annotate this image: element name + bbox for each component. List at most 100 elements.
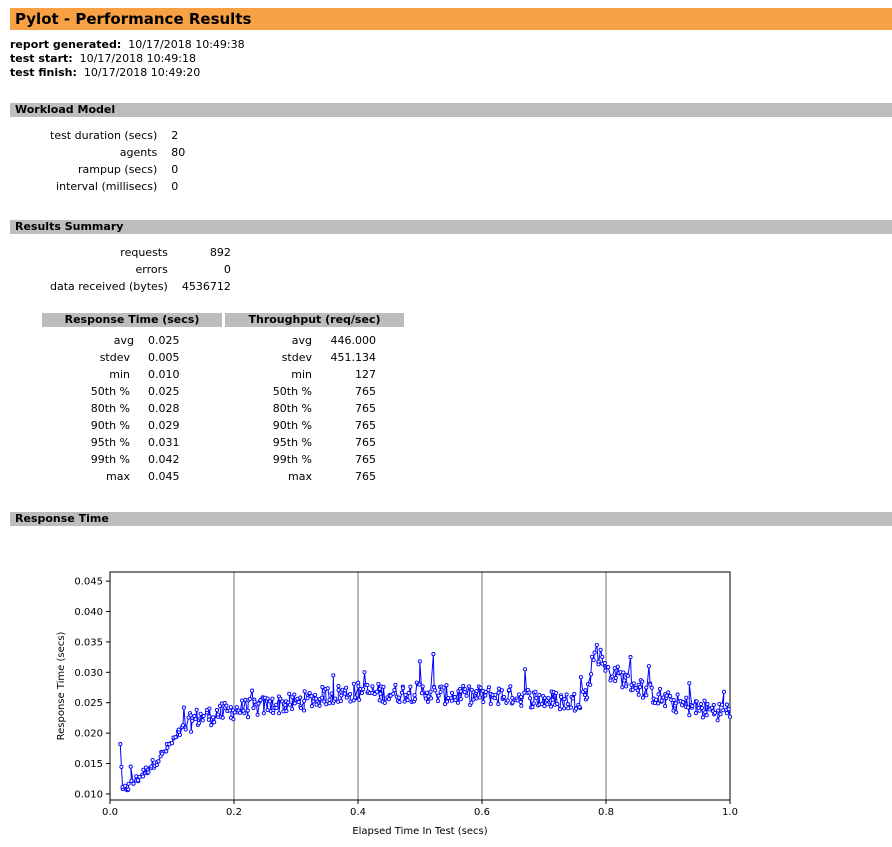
data-point xyxy=(118,742,123,747)
data-point xyxy=(353,695,358,700)
stat-label: min xyxy=(109,368,130,381)
data-point xyxy=(338,698,343,703)
table-row: 80th % 765 xyxy=(262,400,376,417)
data-point xyxy=(189,729,194,734)
data-point xyxy=(596,659,601,664)
data-point xyxy=(712,710,717,715)
stat-label: 50th % xyxy=(272,385,312,398)
data-point xyxy=(322,699,327,704)
table-row: rampup (secs) 0 xyxy=(50,161,185,178)
data-point xyxy=(693,711,698,716)
data-point xyxy=(131,781,136,786)
data-point xyxy=(469,700,474,705)
data-point xyxy=(657,686,663,691)
test-start: test start: 10/17/2018 10:49:18 xyxy=(10,52,196,65)
data-point xyxy=(324,702,329,707)
data-point xyxy=(449,698,454,703)
data-point xyxy=(638,685,643,690)
plot-frame xyxy=(109,571,731,801)
data-point xyxy=(496,690,501,695)
data-point xyxy=(602,661,607,666)
data-point xyxy=(333,696,338,701)
data-point xyxy=(331,673,336,678)
data-point xyxy=(507,688,512,693)
data-point xyxy=(684,695,689,700)
data-point xyxy=(464,693,469,698)
data-point xyxy=(628,655,633,660)
data-point xyxy=(671,697,676,703)
stat-value: 0.029 xyxy=(148,419,180,432)
data-point xyxy=(280,699,285,704)
data-point xyxy=(584,695,590,700)
data-point xyxy=(156,759,161,764)
data-point xyxy=(483,693,488,698)
data-point xyxy=(474,696,479,701)
workload-value: 80 xyxy=(171,146,186,159)
data-point xyxy=(698,702,704,707)
data-point xyxy=(656,692,661,697)
data-point xyxy=(424,690,430,695)
data-point xyxy=(583,688,588,693)
data-point xyxy=(598,647,603,652)
data-point xyxy=(681,700,686,705)
data-point xyxy=(508,684,513,689)
data-point xyxy=(327,701,332,706)
data-point xyxy=(160,751,165,756)
data-point xyxy=(687,713,692,718)
data-point xyxy=(666,690,671,695)
data-point xyxy=(573,706,579,711)
data-point xyxy=(261,711,266,716)
data-point xyxy=(140,774,145,779)
data-point xyxy=(589,654,595,659)
data-point xyxy=(215,712,221,717)
data-point xyxy=(449,690,455,695)
data-point xyxy=(327,697,332,702)
table-row: max 765 xyxy=(262,468,376,485)
table-row: avg 446.000 xyxy=(262,332,376,349)
data-point xyxy=(135,778,140,783)
data-point xyxy=(705,702,710,707)
data-point xyxy=(344,685,349,690)
data-point xyxy=(392,687,397,693)
data-point xyxy=(270,696,275,701)
data-point xyxy=(467,684,472,689)
summary-value: 892 xyxy=(209,246,231,259)
data-point xyxy=(252,699,257,704)
data-point xyxy=(654,697,659,702)
data-point xyxy=(519,694,524,699)
data-point xyxy=(594,642,599,648)
data-point xyxy=(307,690,312,696)
data-point xyxy=(256,701,261,706)
data-point xyxy=(146,770,151,775)
data-point xyxy=(519,703,524,708)
summary-table: requests 892 errors 0 data received (byt… xyxy=(50,244,231,295)
data-point xyxy=(224,703,229,708)
data-point xyxy=(715,718,720,723)
data-point xyxy=(408,684,413,689)
table-row: stdev 451.134 xyxy=(262,349,376,366)
data-point xyxy=(531,701,536,706)
data-point xyxy=(481,699,486,705)
data-point xyxy=(718,712,723,717)
stat-value: 0.045 xyxy=(148,470,180,483)
data-point xyxy=(361,687,366,692)
data-point xyxy=(336,683,341,689)
data-point xyxy=(578,675,583,680)
data-point xyxy=(534,696,539,701)
stat-label: 50th % xyxy=(90,385,130,398)
data-point xyxy=(317,703,322,708)
data-point xyxy=(478,685,483,690)
table-row: data received (bytes) 4536712 xyxy=(50,278,231,295)
data-point xyxy=(636,692,641,697)
data-point xyxy=(227,708,232,713)
data-point xyxy=(621,670,626,675)
data-point xyxy=(716,708,721,713)
data-point xyxy=(126,787,131,792)
data-point xyxy=(126,781,131,786)
data-point xyxy=(150,757,155,763)
table-row: test duration (secs) 2 xyxy=(50,127,185,144)
stat-label: stdev xyxy=(281,351,312,364)
data-point xyxy=(644,685,649,690)
y-tick-label: 0.030 xyxy=(74,668,103,679)
stat-label: 95th % xyxy=(90,436,130,449)
